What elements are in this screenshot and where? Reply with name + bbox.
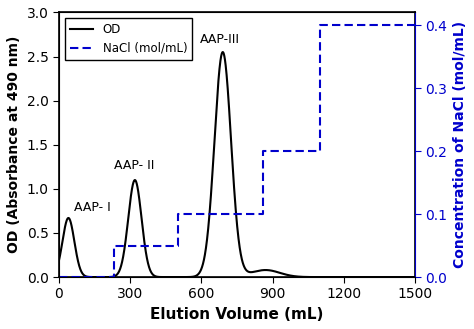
OD bbox=[192, 274, 198, 278]
NaCl (mol/mL) bbox=[317, 23, 323, 27]
Text: AAP-III: AAP-III bbox=[200, 33, 240, 46]
OD bbox=[367, 275, 373, 279]
Y-axis label: OD (Absorbance at 490 nm): OD (Absorbance at 490 nm) bbox=[7, 36, 21, 253]
NaCl (mol/mL) bbox=[260, 149, 266, 153]
NaCl (mol/mL) bbox=[260, 212, 266, 216]
Text: AAP- I: AAP- I bbox=[74, 201, 111, 214]
OD bbox=[405, 275, 411, 279]
Line: OD: OD bbox=[59, 52, 415, 277]
Line: NaCl (mol/mL): NaCl (mol/mL) bbox=[59, 25, 415, 277]
NaCl (mol/mL) bbox=[317, 149, 323, 153]
OD bbox=[97, 275, 102, 279]
NaCl (mol/mL) bbox=[56, 275, 62, 279]
OD bbox=[208, 193, 214, 197]
Y-axis label: Concentration of NaCl (mol/mL): Concentration of NaCl (mol/mL) bbox=[453, 21, 467, 268]
OD bbox=[412, 275, 418, 279]
NaCl (mol/mL) bbox=[175, 243, 181, 247]
NaCl (mol/mL) bbox=[412, 23, 418, 27]
NaCl (mol/mL) bbox=[175, 212, 181, 216]
OD bbox=[118, 265, 124, 269]
OD bbox=[56, 259, 62, 263]
OD bbox=[220, 50, 226, 54]
X-axis label: Elution Volume (mL): Elution Volume (mL) bbox=[150, 307, 324, 322]
Text: AAP- II: AAP- II bbox=[114, 160, 154, 172]
NaCl (mol/mL) bbox=[111, 275, 117, 279]
NaCl (mol/mL) bbox=[111, 243, 117, 247]
Legend: OD, NaCl (mol/mL): OD, NaCl (mol/mL) bbox=[65, 18, 192, 60]
